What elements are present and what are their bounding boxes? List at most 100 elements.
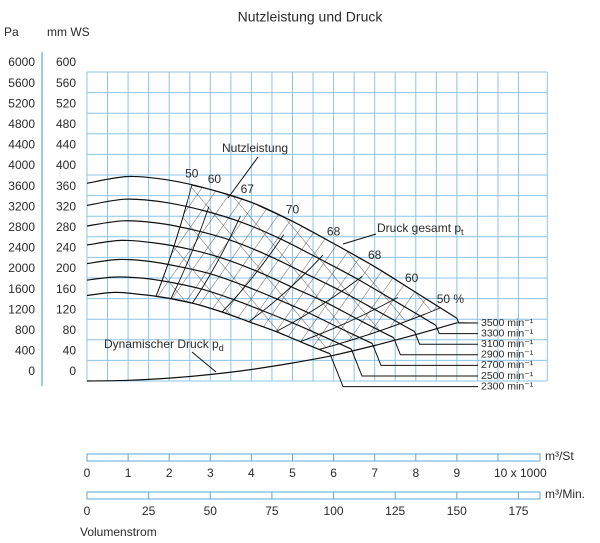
curve-label: 2300 min⁻¹ <box>481 380 534 392</box>
pressure-curve <box>86 291 331 355</box>
x-tick-label: 3 <box>207 466 214 480</box>
efficiency-line <box>191 216 241 304</box>
x-tick-label: 5 <box>289 466 296 480</box>
x-tick-label: 6 <box>330 466 337 480</box>
efficiency-label: 60 <box>405 271 419 285</box>
y2-axis-label: Pa <box>4 25 19 39</box>
total-pressure-label: Druck gesamt pt <box>377 221 464 237</box>
y-tick-label: 360 <box>56 179 76 193</box>
y2-tick-label: 2400 <box>8 241 35 255</box>
y-tick-label: 120 <box>56 302 76 316</box>
x-tick-label: 4 <box>248 466 255 480</box>
x-tick-label: 10 x 1000 <box>494 466 547 480</box>
x-tick-label: 75 <box>265 504 279 518</box>
y-tick-label: 560 <box>56 76 76 90</box>
y-tick-label: 440 <box>56 138 76 152</box>
curve-leader <box>371 343 478 366</box>
pressure-curve <box>86 258 373 344</box>
curve-leader <box>329 353 478 388</box>
power-label: Nutzleistung <box>222 141 288 155</box>
curve-leader <box>414 331 478 345</box>
label-leader <box>227 156 259 199</box>
x-tick-label: 1 <box>125 466 132 480</box>
x-tick-label: 7 <box>371 466 378 480</box>
pressure-curve <box>86 276 352 350</box>
x-tick-label: 8 <box>412 466 419 480</box>
efficiency-line <box>275 275 363 332</box>
label-subscript: d <box>219 343 224 353</box>
y-tick-label: 80 <box>63 323 77 337</box>
y2-tick-label: 6000 <box>8 55 35 69</box>
pressure-curve <box>86 198 437 326</box>
y-tick-label: 400 <box>56 158 76 172</box>
x-tick-label: 0 <box>84 466 91 480</box>
curve-leader <box>350 348 478 377</box>
efficiency-line <box>319 313 426 350</box>
x-tick-label: 150 <box>447 504 467 518</box>
x-axis-title: Volumenstrom <box>80 525 157 539</box>
pressure-curve <box>86 239 394 339</box>
dynamic-pressure-label: Dynamischer Druck pd <box>104 337 224 353</box>
efficiency-label: 68 <box>368 248 382 262</box>
efficiency-line <box>300 297 398 343</box>
y-tick-label: 160 <box>56 282 76 296</box>
y-tick-label: 240 <box>56 241 76 255</box>
y-tick-label: 320 <box>56 199 76 213</box>
efficiency-label: 60 <box>208 172 222 186</box>
x-tick-label: 125 <box>385 504 405 518</box>
y2-tick-label: 1200 <box>8 302 35 316</box>
x-tick-label: 9 <box>454 466 461 480</box>
curve-leader <box>393 337 478 356</box>
y2-tick-label: 3600 <box>8 179 35 193</box>
y-tick-label: 520 <box>56 96 76 110</box>
label-leader <box>191 351 217 373</box>
y-tick-label: 280 <box>56 220 76 234</box>
y2-tick-label: 5600 <box>8 76 35 90</box>
y2-tick-label: 3200 <box>8 199 35 213</box>
curve-label: 3300 min⁻¹ <box>481 327 534 339</box>
x-tick-label: 100 <box>324 504 344 518</box>
y2-tick-label: 2800 <box>8 220 35 234</box>
y-tick-label: 40 <box>63 344 77 358</box>
label-subscript: t <box>461 227 464 237</box>
y2-tick-label: 5200 <box>8 96 35 110</box>
efficiency-label: 70 <box>286 203 300 217</box>
efficiency-label: 68 <box>327 225 341 239</box>
efficiency-label: 50 % <box>437 292 465 306</box>
pressure-curve <box>86 220 415 333</box>
y2-tick-label: 4400 <box>8 138 35 152</box>
y2-tick-label: 2000 <box>8 261 35 275</box>
label-part: Dynamischer Druck p <box>104 337 219 351</box>
scale-unit: m³/Min. <box>545 487 585 501</box>
pressure-curve <box>86 175 458 319</box>
y-tick-label: 200 <box>56 261 76 275</box>
x-tick-label: 2 <box>166 466 173 480</box>
efficiency-label: 50 <box>185 166 199 180</box>
efficiency-line <box>155 201 188 297</box>
label-leader <box>342 233 377 245</box>
y-tick-label: 480 <box>56 117 76 131</box>
y2-tick-label: 800 <box>15 323 35 337</box>
x-tick-label: 25 <box>142 504 156 518</box>
dynamic-pressure-curve <box>86 322 458 382</box>
x-tick-label: 0 <box>84 504 91 518</box>
curve-label: 3500 min⁻¹ <box>481 317 534 329</box>
efficiency-line <box>170 206 210 300</box>
curve-label: 2500 min⁻¹ <box>481 370 534 382</box>
y-tick-label: 0 <box>69 364 76 378</box>
y2-tick-label: 1600 <box>8 282 35 296</box>
curve-label: 2700 min⁻¹ <box>481 359 534 371</box>
y-axis-label: mm WS <box>47 25 90 39</box>
y2-tick-label: 0 <box>28 364 35 378</box>
y2-tick-label: 400 <box>15 344 35 358</box>
curve-label: 3100 min⁻¹ <box>481 338 534 350</box>
efficiency-line <box>221 234 285 313</box>
x-tick-label: 50 <box>204 504 218 518</box>
chart-title: Nutzleistung und Druck <box>238 9 384 25</box>
curve-label: 2900 min⁻¹ <box>481 349 534 361</box>
efficiency-line <box>248 254 324 322</box>
y2-tick-label: 4800 <box>8 117 35 131</box>
scale-unit: m³/St <box>545 449 574 463</box>
